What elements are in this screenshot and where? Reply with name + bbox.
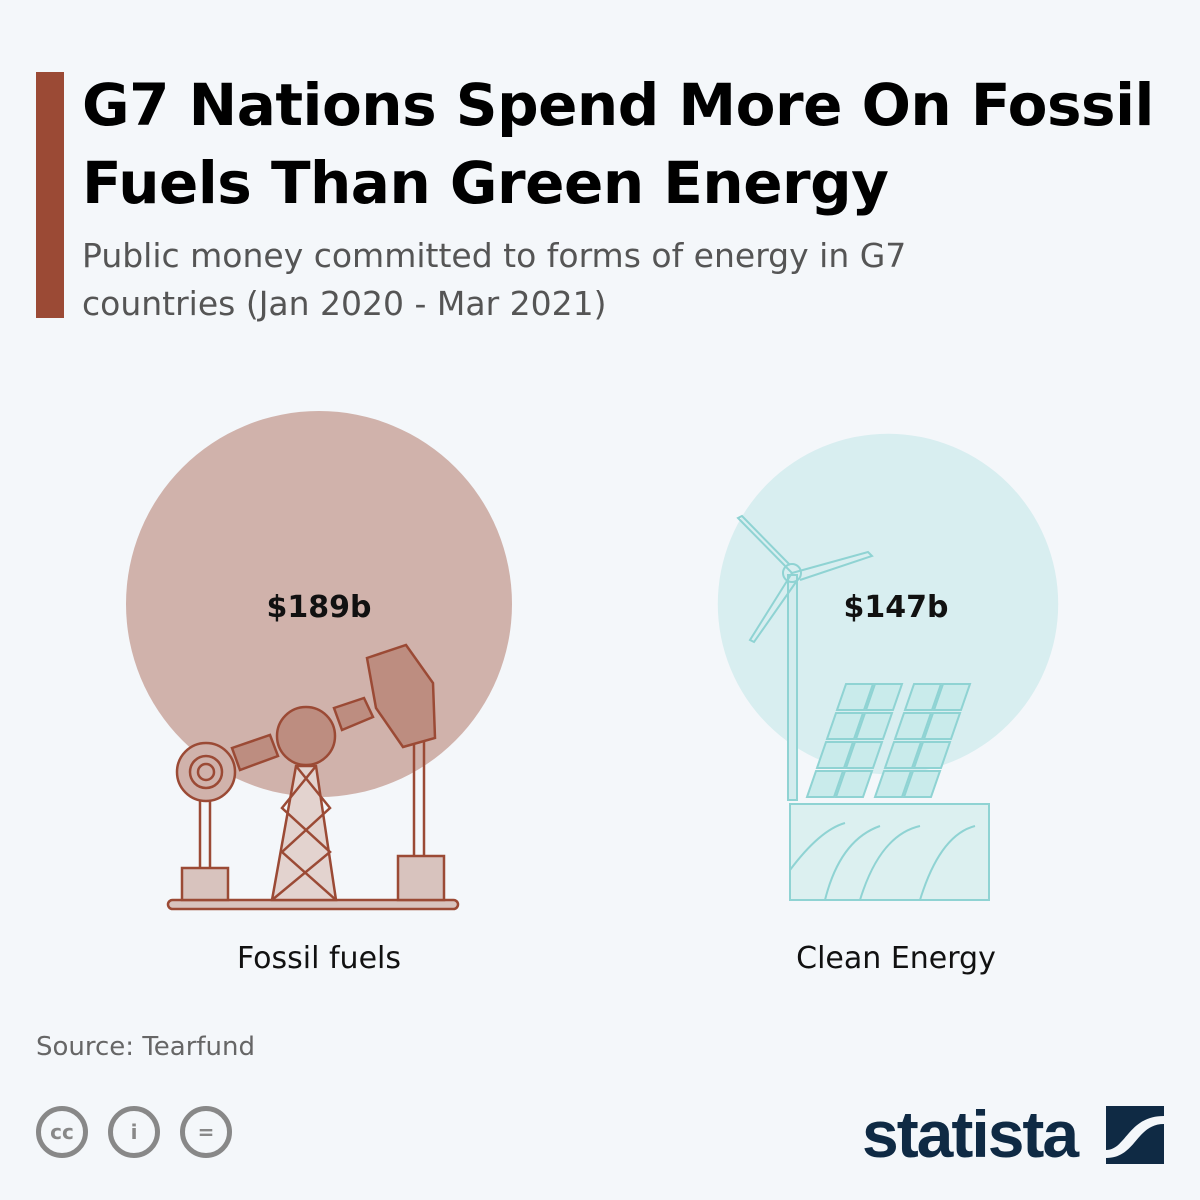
solar-cell bbox=[844, 741, 884, 769]
solar-cell bbox=[902, 770, 942, 798]
oil-pump-jack-icon bbox=[166, 643, 460, 911]
statista-logo-mark-icon bbox=[1106, 1106, 1164, 1164]
category-label-clean-energy: Clean Energy bbox=[796, 941, 996, 976]
data-label-fossil-fuels: $189b bbox=[267, 590, 372, 625]
accent-bar bbox=[36, 72, 64, 318]
solar-cell bbox=[835, 683, 875, 711]
solar-cell bbox=[922, 712, 962, 740]
solar-cell bbox=[805, 770, 845, 798]
solar-cell bbox=[834, 770, 874, 798]
solar-cell bbox=[815, 741, 855, 769]
cc-icon[interactable]: cc bbox=[36, 1106, 88, 1158]
page-subtitle: Public money committed to forms of energ… bbox=[82, 236, 907, 323]
solar-cell bbox=[825, 712, 865, 740]
statista-logo[interactable]: statista bbox=[862, 1097, 1079, 1171]
solar-cell bbox=[864, 683, 904, 711]
data-label-clean-energy: $147b bbox=[844, 590, 949, 625]
wind-turbine-solar-hydro-icon bbox=[736, 514, 990, 901]
category-label-fossil-fuels: Fossil fuels bbox=[237, 941, 401, 976]
solar-cell bbox=[932, 683, 972, 711]
solar-cell bbox=[903, 683, 943, 711]
page-title: G7 Nations Spend More On Fossil Fuels Th… bbox=[82, 71, 1154, 217]
solar-cell bbox=[883, 741, 923, 769]
bubble-clean-energy bbox=[717, 433, 1059, 775]
solar-cell bbox=[912, 741, 952, 769]
solar-cell bbox=[873, 770, 913, 798]
solar-cell bbox=[854, 712, 894, 740]
no-derivatives-icon[interactable]: = bbox=[180, 1106, 232, 1158]
attribution-icon[interactable]: i bbox=[108, 1106, 160, 1158]
solar-cell bbox=[893, 712, 933, 740]
source-text: Source: Tearfund bbox=[36, 1032, 256, 1062]
